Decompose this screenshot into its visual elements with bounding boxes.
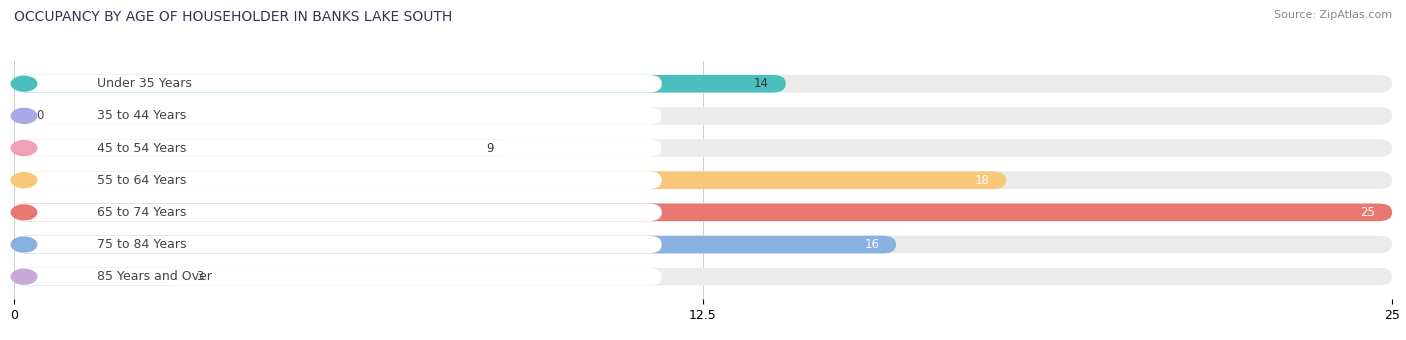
FancyBboxPatch shape [14, 204, 1392, 221]
FancyBboxPatch shape [14, 236, 662, 253]
Circle shape [11, 173, 37, 188]
Text: 45 to 54 Years: 45 to 54 Years [97, 141, 186, 155]
FancyBboxPatch shape [14, 75, 662, 92]
FancyBboxPatch shape [14, 139, 662, 157]
FancyBboxPatch shape [14, 107, 1392, 125]
Circle shape [11, 141, 37, 155]
Circle shape [11, 108, 37, 123]
FancyBboxPatch shape [14, 268, 1392, 286]
FancyBboxPatch shape [14, 75, 786, 92]
Text: 35 to 44 Years: 35 to 44 Years [97, 109, 186, 122]
Circle shape [11, 269, 37, 284]
FancyBboxPatch shape [14, 236, 1392, 253]
Text: 9: 9 [486, 141, 494, 155]
FancyBboxPatch shape [14, 268, 662, 286]
Text: 3: 3 [195, 270, 204, 283]
Text: 25: 25 [1361, 206, 1375, 219]
Text: Under 35 Years: Under 35 Years [97, 77, 191, 90]
Text: 65 to 74 Years: 65 to 74 Years [97, 206, 186, 219]
FancyBboxPatch shape [14, 139, 1392, 157]
Text: 0: 0 [37, 109, 44, 122]
FancyBboxPatch shape [14, 204, 1392, 221]
Text: Source: ZipAtlas.com: Source: ZipAtlas.com [1274, 10, 1392, 20]
FancyBboxPatch shape [14, 236, 896, 253]
Text: 55 to 64 Years: 55 to 64 Years [97, 174, 186, 187]
Text: 75 to 84 Years: 75 to 84 Years [97, 238, 186, 251]
FancyBboxPatch shape [14, 171, 662, 189]
Circle shape [11, 205, 37, 220]
FancyBboxPatch shape [14, 171, 1007, 189]
FancyBboxPatch shape [14, 139, 510, 157]
Circle shape [11, 76, 37, 91]
FancyBboxPatch shape [14, 75, 1392, 92]
FancyBboxPatch shape [14, 171, 1392, 189]
Circle shape [11, 237, 37, 252]
FancyBboxPatch shape [14, 204, 662, 221]
Text: OCCUPANCY BY AGE OF HOUSEHOLDER IN BANKS LAKE SOUTH: OCCUPANCY BY AGE OF HOUSEHOLDER IN BANKS… [14, 10, 453, 24]
FancyBboxPatch shape [14, 268, 180, 286]
Text: 14: 14 [754, 77, 769, 90]
Text: 18: 18 [974, 174, 990, 187]
Text: 16: 16 [865, 238, 879, 251]
Text: 85 Years and Over: 85 Years and Over [97, 270, 212, 283]
FancyBboxPatch shape [14, 107, 662, 125]
